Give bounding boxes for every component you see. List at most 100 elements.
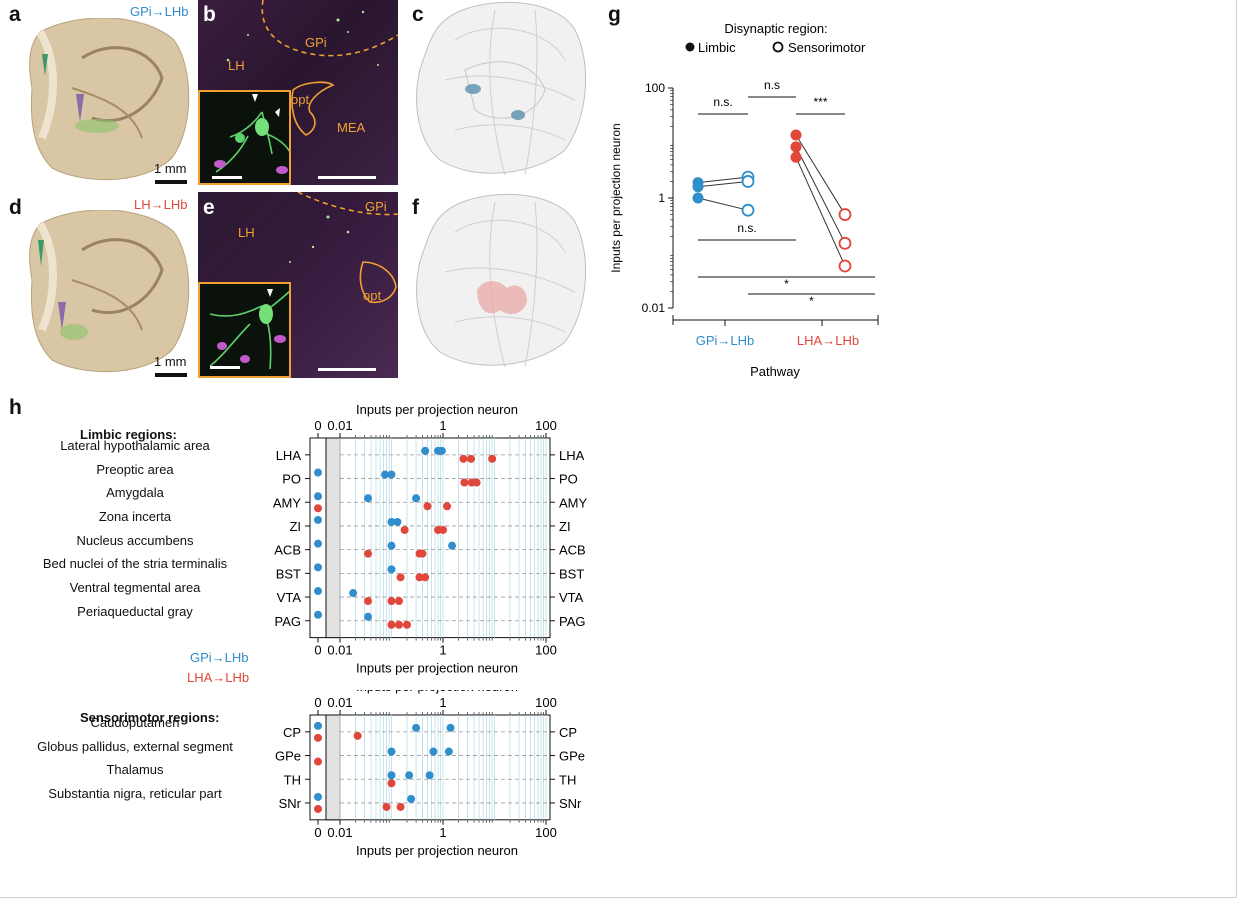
lha-point <box>443 502 452 511</box>
x-axis-label: Inputs per projection neuron <box>356 402 518 417</box>
legend-title: Disynaptic region: <box>724 21 827 36</box>
row-abbr-left: ACB <box>274 543 301 558</box>
zero-gap-band <box>325 714 341 821</box>
x-tick-label: 0 <box>314 418 321 433</box>
gpi-point <box>387 771 396 780</box>
row-abbr-right: PAG <box>559 614 586 629</box>
lha-point <box>421 573 430 582</box>
limbic-point <box>790 141 802 153</box>
gpi-point <box>364 494 373 503</box>
sensorimotor-point <box>838 259 852 273</box>
row-abbr-left: CP <box>283 725 301 740</box>
x-category-gpi: GPi→LHb <box>696 333 755 348</box>
plot-frame <box>309 714 551 821</box>
lha-point <box>418 549 427 558</box>
brain-section-a <box>29 18 190 181</box>
gpi-point <box>444 747 453 756</box>
pair-line <box>795 134 846 215</box>
x-axis-label: Inputs per projection neuron <box>356 690 518 694</box>
limbic-point <box>692 192 704 204</box>
chart-h-limbic: 0 0.01 1 100 Inputs per projection neuron 0 0.… <box>273 402 588 676</box>
legend-sensorimotor-marker <box>772 41 784 53</box>
x-axis-label: Pathway <box>750 364 800 379</box>
lha-point <box>353 731 362 740</box>
significance-label: * <box>809 294 814 308</box>
chart-g: Disynaptic region: Limbic Sensorimotor 100 1… <box>609 21 879 379</box>
region-name: Amygdala <box>106 485 164 501</box>
gpi-point <box>381 470 390 479</box>
lha-point <box>396 802 405 811</box>
scale-label-d: 1 mm <box>154 354 187 369</box>
gpi-point <box>314 515 322 524</box>
region-name: Preoptic area <box>96 461 174 477</box>
region-label-gpi-b: GPi <box>305 35 327 50</box>
gpi-point <box>412 723 421 732</box>
row-abbr-right: GPe <box>559 749 585 764</box>
lha-point <box>460 478 469 487</box>
x-tick-label: 0.01 <box>327 418 352 433</box>
x-tick-label: 0 <box>314 825 321 840</box>
gpi-point <box>314 587 322 596</box>
lha-point <box>364 549 373 558</box>
region-name: Nucleus accumbens <box>76 532 194 548</box>
row-abbr-left: TH <box>284 772 301 787</box>
lha-point <box>400 525 409 534</box>
row-abbr-right: LHA <box>559 448 585 463</box>
gpi-point <box>314 610 322 619</box>
legend-lha: LHA→LHb <box>187 670 250 685</box>
x-tick-label: 0 <box>314 695 321 710</box>
x-tick-label: 1 <box>439 418 446 433</box>
panel-label-a: a <box>9 3 21 26</box>
panel-label-c: c <box>412 3 424 26</box>
x-tick-label: 100 <box>535 418 557 433</box>
row-abbr-left: AMY <box>273 495 302 510</box>
row-abbr-right: VTA <box>559 590 584 605</box>
lha-point <box>415 573 424 582</box>
x-tick-label: 1 <box>439 825 446 840</box>
panel-label-g: g <box>608 3 621 26</box>
pair-line <box>697 176 749 184</box>
inset-e <box>198 282 291 378</box>
lha-point <box>314 733 322 742</box>
panel-label-e: e <box>203 196 215 219</box>
x-tick-label: 100 <box>535 643 557 658</box>
row-abbr-right: TH <box>559 772 576 787</box>
region-label-lh-e: LH <box>238 225 255 240</box>
row-abbr-left: LHA <box>276 448 302 463</box>
row-abbr-right: ACB <box>559 543 586 558</box>
sensorimotor-point <box>741 203 755 217</box>
significance-label: * <box>784 277 789 291</box>
gpi-point <box>393 517 402 526</box>
lha-point <box>403 620 412 629</box>
region-name: Periaqueductal gray <box>77 603 193 619</box>
region-label-opt-b: opt <box>291 92 310 107</box>
row-abbr-right: CP <box>559 725 577 740</box>
significance-label: n.s <box>764 78 780 92</box>
lha-point <box>395 620 404 629</box>
panel-a-pathway-label: GPi→LHb <box>130 4 189 19</box>
limbic-point <box>692 181 704 193</box>
gpi-point <box>429 747 438 756</box>
lha-point <box>314 804 322 813</box>
sensorimotor-title: Sensorimotor regions: <box>80 710 220 725</box>
region-name: Globus pallidus, external segment <box>37 738 233 754</box>
lha-point <box>314 757 322 766</box>
lha-point <box>387 597 396 606</box>
limbic-point <box>790 151 802 163</box>
legend-limbic-label: Limbic <box>698 40 736 55</box>
scale-bar-a <box>155 180 187 184</box>
brain-section-d <box>29 210 190 373</box>
lha-point <box>314 504 322 513</box>
x-tick-label: 100 <box>535 825 557 840</box>
x-tick-label: 1 <box>439 643 446 658</box>
x-tick-label: 0.01 <box>327 643 352 658</box>
legend-gpi: GPi→LHb <box>190 650 249 665</box>
lha-point <box>472 478 481 487</box>
scale-bar-e <box>318 368 376 371</box>
gpi-point <box>314 721 322 730</box>
region-name: Ventral tegmental area <box>69 580 201 596</box>
x-tick-label: 0.01 <box>327 695 352 710</box>
pair-line <box>795 157 846 267</box>
gpi-point <box>387 565 396 574</box>
region-name: Lateral hypothalamic area <box>60 437 210 453</box>
